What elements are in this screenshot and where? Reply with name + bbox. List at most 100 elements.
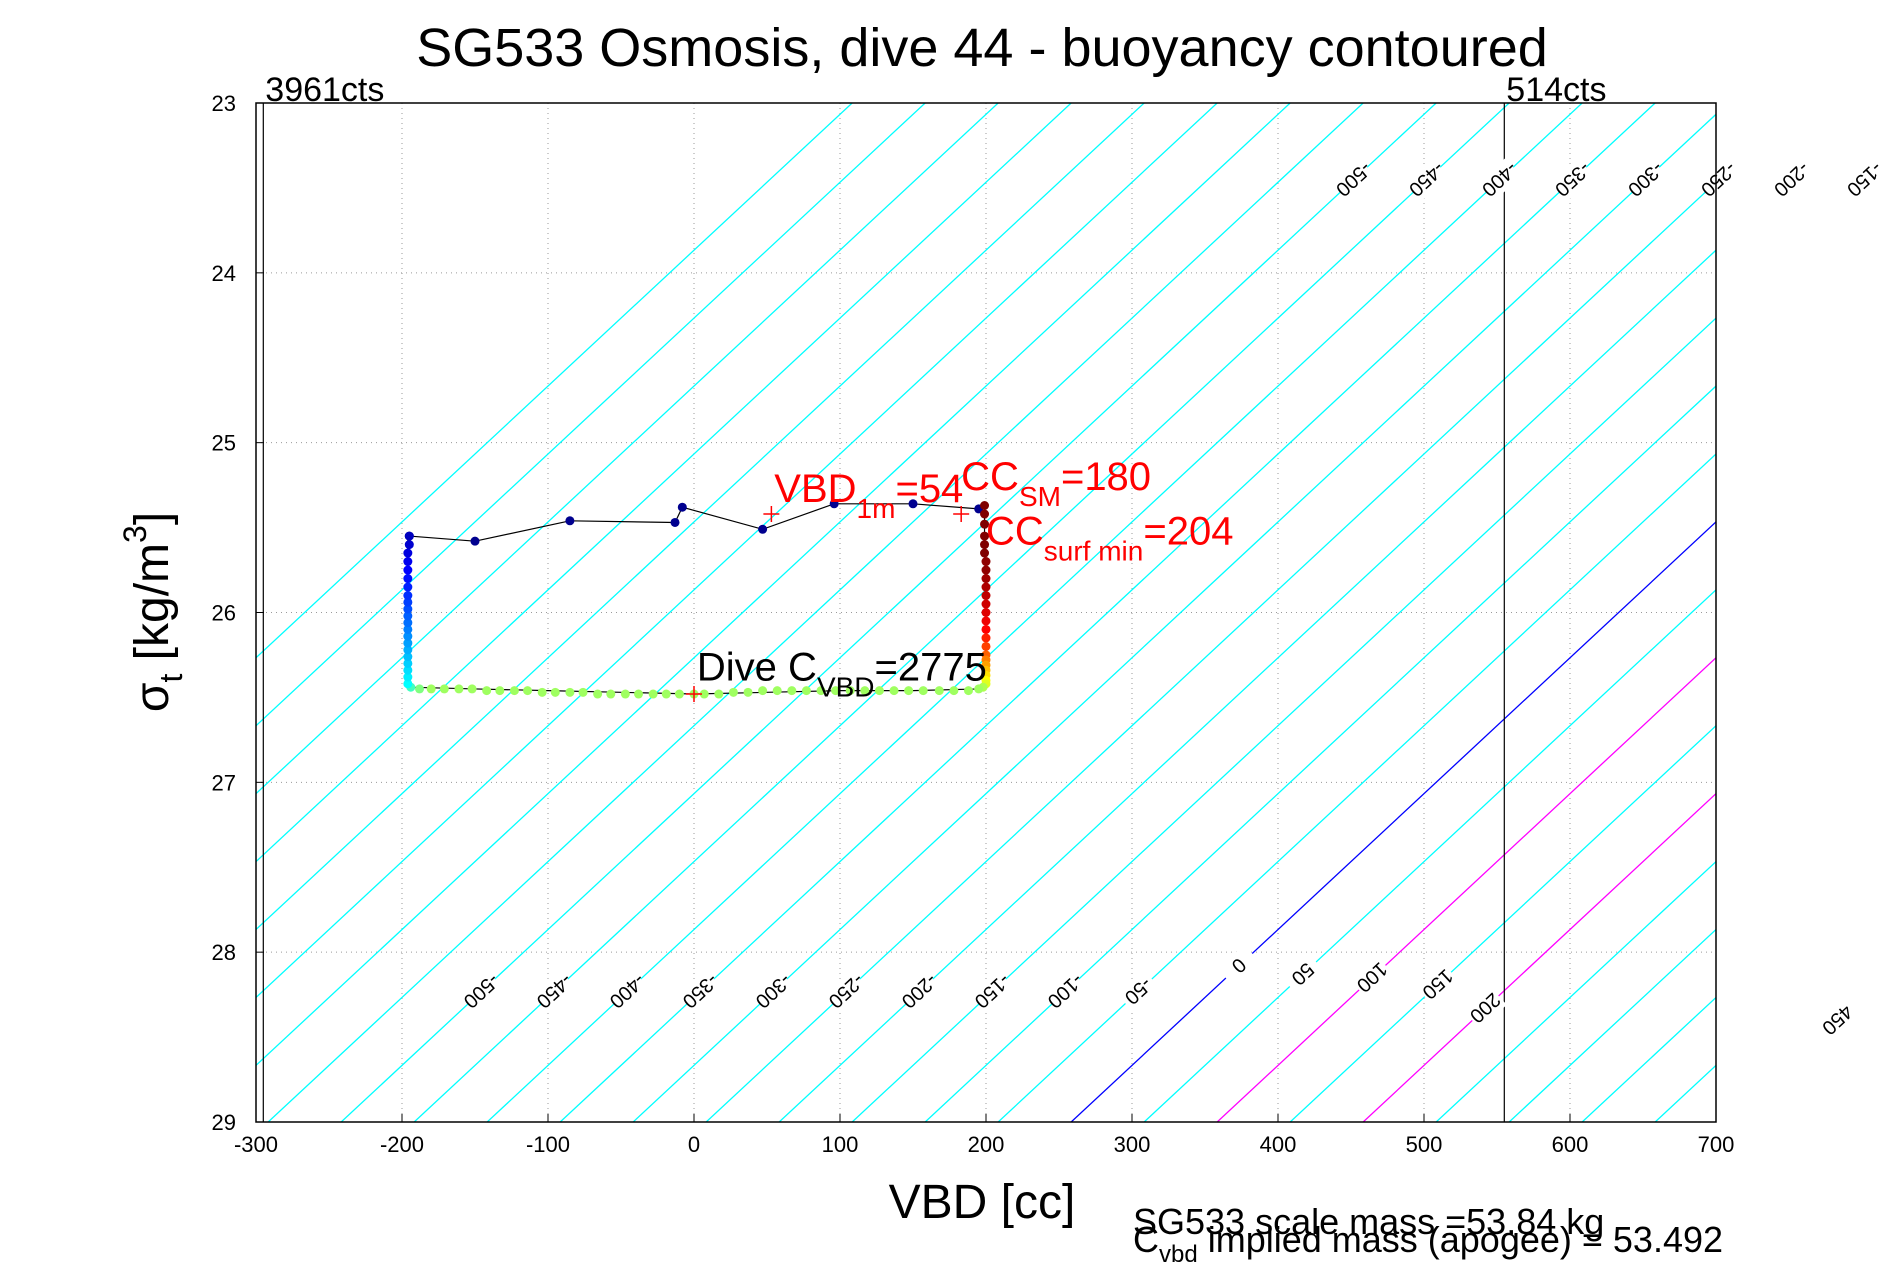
contour-label-bg: [1217, 944, 1261, 987]
contour-label-bg: [898, 970, 942, 1013]
data-point: [772, 686, 782, 696]
x-tick-label: 0: [688, 1132, 700, 1157]
contour-line: [997, 453, 1716, 1122]
data-point: [403, 631, 413, 641]
x-axis-ticks: -300 -200 -100 0 100 200 300 400 500 600 700: [234, 1114, 1734, 1157]
data-point: [980, 548, 990, 558]
x-tick-label: 400: [1260, 1132, 1297, 1157]
data-point: [981, 599, 991, 609]
annotation-cvbd: Dive CVBD=2775: [697, 645, 987, 702]
data-point: [403, 611, 413, 621]
data-point: [908, 499, 918, 509]
contour-label-bg: [1416, 963, 1460, 1006]
annotation-vbd1m: VBD1m=54: [774, 467, 963, 524]
x-tick-label: 500: [1406, 1132, 1443, 1157]
implied-mass-text: Cvbd implied mass (apogee) = 53.492: [1133, 1219, 1723, 1262]
contour-label-bg: [1117, 970, 1161, 1013]
x-tick-label: 700: [1698, 1132, 1735, 1157]
contour-label-bg: [1281, 953, 1325, 996]
data-point: [403, 565, 413, 575]
contour-label-bg: [1464, 987, 1507, 1030]
contour-label-bg: [825, 970, 869, 1013]
data-point: [714, 689, 724, 699]
data-point: [403, 574, 413, 584]
data-point: [403, 658, 413, 668]
data-point: [606, 689, 616, 699]
data-point: [980, 501, 990, 511]
data-point: [816, 686, 826, 696]
contour-line: [256, 103, 1072, 863]
data-point: [758, 686, 768, 696]
contour-label-bg: [460, 970, 504, 1013]
vbd-markers: [686, 505, 970, 703]
data-point: [565, 687, 575, 697]
contour-label-bg: [1551, 158, 1595, 201]
contour-line: [851, 317, 1716, 1122]
data-point: [699, 689, 709, 699]
contour-line: [1362, 792, 1716, 1122]
data-point: [845, 686, 855, 696]
data-point: [981, 591, 991, 601]
data-point: [743, 687, 753, 697]
contour-label-bg: [1816, 999, 1860, 1042]
data-point: [565, 516, 575, 526]
contour-line: [1435, 860, 1716, 1122]
data-point: [980, 540, 990, 550]
x-tick-label: 300: [1114, 1132, 1151, 1157]
data-point: [758, 524, 768, 534]
y-tick-label: 27: [212, 770, 236, 795]
contour-label-bg: [1350, 956, 1394, 999]
annotation-ccsurf: CCsurf min=204: [986, 510, 1233, 567]
data-point: [787, 686, 797, 696]
contour-line: [340, 103, 1437, 1122]
contour-line: [256, 103, 999, 795]
x-tick-label: 100: [822, 1132, 859, 1157]
contour-label-bg: [1332, 158, 1376, 201]
plus-marker: [686, 686, 702, 703]
data-point: [728, 687, 738, 697]
data-point: [550, 687, 560, 697]
data-point: [403, 604, 413, 614]
data-point: [829, 499, 839, 509]
y-tick-label: 24: [212, 261, 236, 286]
contour-line: [256, 103, 853, 659]
data-point: [454, 684, 464, 694]
contour-line: [256, 103, 926, 727]
x-tick-label: -200: [380, 1132, 424, 1157]
data-point: [874, 686, 884, 696]
data-point: [415, 684, 425, 694]
annotation-ccsm: CCSM=180: [961, 455, 1151, 512]
data-point: [523, 686, 533, 696]
data-point: [981, 624, 991, 634]
y-tick-label: 25: [212, 431, 236, 456]
data-point: [403, 665, 413, 675]
contour-line: [256, 103, 1145, 931]
chart-title: SG533 Osmosis, dive 44 - buoyancy contou…: [416, 18, 1548, 78]
data-point: [404, 540, 414, 550]
contour-line: [1216, 656, 1716, 1122]
data-point: [981, 574, 991, 584]
data-point: [426, 684, 436, 694]
data-point: [620, 689, 630, 699]
data-point: [661, 689, 671, 699]
data-point: [918, 686, 928, 696]
contour-line: [632, 113, 1716, 1122]
contour-label-bg: [1044, 970, 1088, 1013]
data-point: [801, 686, 811, 696]
data-point: [509, 686, 519, 696]
data-point: [648, 689, 658, 699]
contour-label-bg: [533, 970, 577, 1013]
buoyancy-contours: [256, 103, 1716, 1122]
data-point: [963, 686, 973, 696]
data-point: [467, 684, 477, 694]
data-point: [860, 686, 870, 696]
contour-label-bg: [1405, 158, 1449, 201]
data-point: [670, 517, 680, 527]
data-point: [403, 638, 413, 648]
contour-line: [256, 103, 1291, 1067]
data-point: [981, 608, 991, 617]
x-tick-label: 600: [1552, 1132, 1589, 1157]
contour-label-bg: [752, 970, 796, 1013]
